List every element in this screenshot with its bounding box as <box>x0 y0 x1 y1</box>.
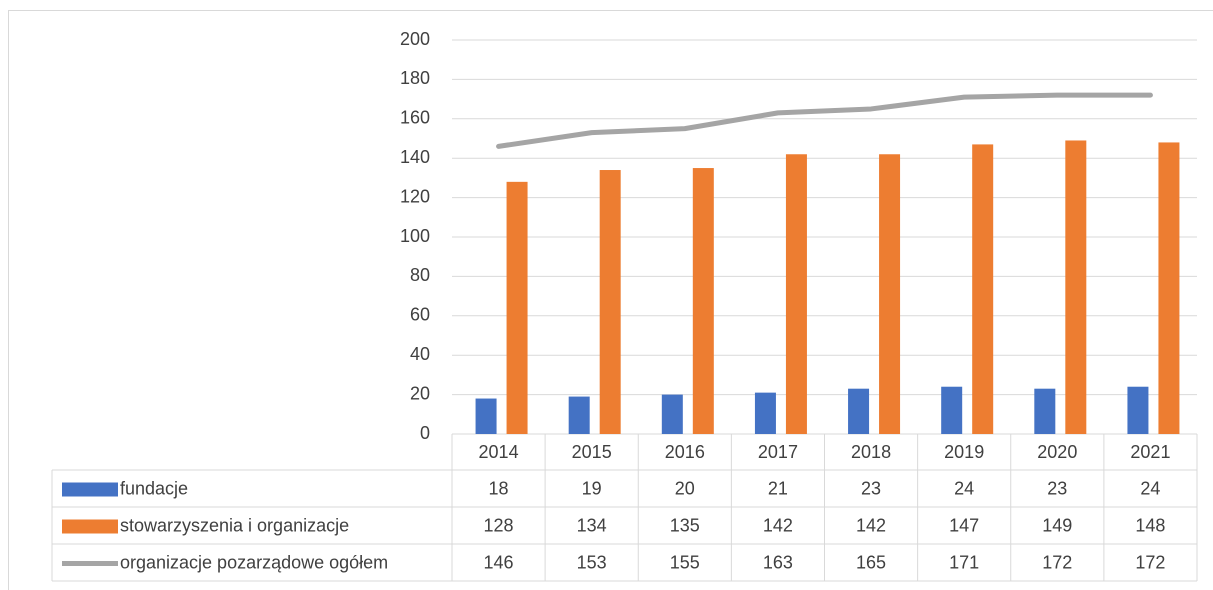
bar <box>692 168 714 435</box>
table-value: 148 <box>1135 515 1165 535</box>
y-tick-label: 200 <box>400 29 430 49</box>
table-value: 172 <box>1042 552 1072 572</box>
table-value: 128 <box>484 515 514 535</box>
table-value: 24 <box>1140 478 1160 498</box>
y-tick-label: 20 <box>410 383 430 403</box>
bar <box>475 398 497 434</box>
legend-label: stowarzyszenia i organizacje <box>120 515 349 535</box>
table-value: 146 <box>484 552 514 572</box>
y-tick-label: 80 <box>410 265 430 285</box>
bar <box>599 170 621 434</box>
table-value: 24 <box>954 478 974 498</box>
legend-key <box>62 482 118 497</box>
table-value: 134 <box>577 515 607 535</box>
bar <box>1127 386 1149 434</box>
x-tick-label: 2018 <box>851 442 891 462</box>
y-tick-label: 160 <box>400 108 430 128</box>
table-value: 153 <box>577 552 607 572</box>
table-value: 142 <box>856 515 886 535</box>
bar <box>941 386 963 434</box>
line <box>496 92 1153 149</box>
bar <box>785 154 807 434</box>
y-tick-label: 100 <box>400 226 430 246</box>
bar <box>568 396 590 434</box>
y-tick-label: 40 <box>410 344 430 364</box>
bar <box>1034 388 1056 434</box>
table-value: 171 <box>949 552 979 572</box>
x-tick-label: 2020 <box>1037 442 1077 462</box>
table-value: 172 <box>1135 552 1165 572</box>
bar <box>506 181 528 434</box>
x-tick-label: 2015 <box>572 442 612 462</box>
x-tick-label: 2021 <box>1130 442 1170 462</box>
table-value: 135 <box>670 515 700 535</box>
y-tick-label: 0 <box>420 423 430 443</box>
y-tick-label: 180 <box>400 68 430 88</box>
table-value: 18 <box>489 478 509 498</box>
bar <box>972 144 994 434</box>
x-tick-label: 2019 <box>944 442 984 462</box>
table-value: 149 <box>1042 515 1072 535</box>
y-tick-label: 120 <box>400 186 430 206</box>
table-value: 165 <box>856 552 886 572</box>
table-value: 23 <box>861 478 881 498</box>
bar <box>879 154 901 434</box>
table-value: 142 <box>763 515 793 535</box>
chart-border <box>8 10 1213 590</box>
x-tick-label: 2016 <box>665 442 705 462</box>
bar <box>848 388 870 434</box>
x-tick-label: 2014 <box>479 442 519 462</box>
table-value: 19 <box>582 478 602 498</box>
bar <box>1065 140 1087 434</box>
legend-label: fundacje <box>120 478 188 498</box>
bar <box>661 394 683 434</box>
y-tick-label: 60 <box>410 305 430 325</box>
y-tick-label: 140 <box>400 147 430 167</box>
table-value: 163 <box>763 552 793 572</box>
table-value: 23 <box>1047 478 1067 498</box>
table-value: 21 <box>768 478 788 498</box>
bar <box>1158 142 1180 434</box>
legend-label: organizacje pozarządowe ogółem <box>120 552 388 572</box>
x-tick-label: 2017 <box>758 442 798 462</box>
bar <box>754 392 776 434</box>
table-value: 20 <box>675 478 695 498</box>
table-value: 155 <box>670 552 700 572</box>
table-value: 147 <box>949 515 979 535</box>
legend-key <box>62 519 118 534</box>
